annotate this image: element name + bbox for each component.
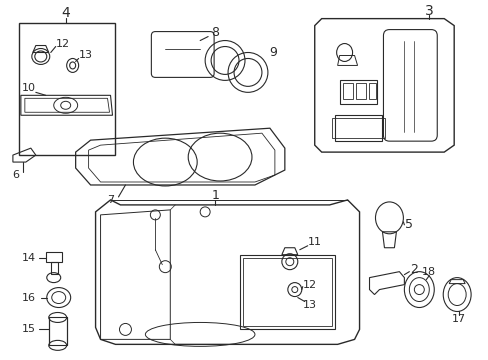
Text: 10: 10: [22, 84, 36, 93]
Bar: [19, 23, 115, 155]
Text: 12: 12: [302, 280, 316, 289]
Text: 15: 15: [22, 324, 36, 334]
Bar: [240, 255, 334, 329]
Bar: [331, 118, 385, 138]
Text: 4: 4: [61, 6, 70, 20]
Bar: [46, 252, 61, 262]
Text: 17: 17: [451, 314, 465, 324]
Bar: [355, 84, 365, 99]
Text: 16: 16: [22, 293, 36, 302]
Text: 7: 7: [107, 195, 114, 205]
Text: 13: 13: [79, 50, 92, 60]
Text: 18: 18: [421, 267, 435, 276]
Bar: [339, 80, 377, 104]
Bar: [334, 115, 382, 141]
Text: 12: 12: [56, 39, 70, 49]
Text: 9: 9: [268, 46, 276, 59]
Text: 2: 2: [409, 263, 417, 276]
Text: 13: 13: [302, 300, 316, 310]
Text: 3: 3: [424, 4, 433, 18]
Text: 6: 6: [12, 170, 20, 180]
Text: 14: 14: [22, 253, 36, 263]
Bar: [342, 84, 352, 99]
Bar: [51, 262, 58, 274]
Text: 1: 1: [211, 189, 219, 202]
Text: 11: 11: [307, 237, 321, 247]
Bar: [243, 258, 331, 327]
Bar: [368, 84, 376, 99]
Text: 5: 5: [405, 218, 412, 231]
Text: 8: 8: [211, 26, 219, 39]
Bar: [49, 318, 66, 345]
